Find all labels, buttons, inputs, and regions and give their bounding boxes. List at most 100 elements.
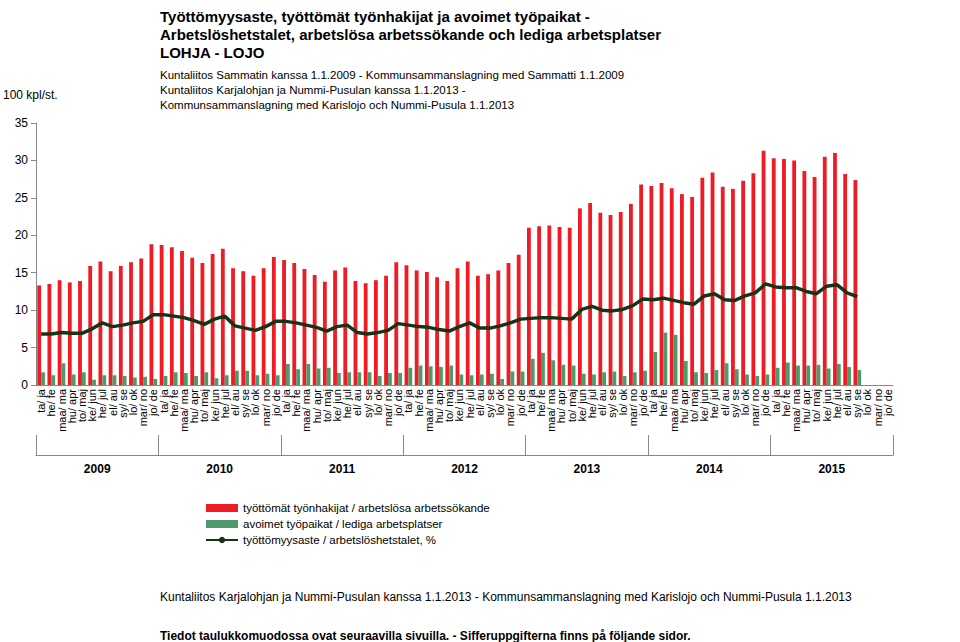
svg-text:sy/ se: sy/ se [116,389,129,418]
svg-text:to/ maj: to/ maj [810,389,823,422]
svg-text:Kuntaliitos Karjalohjan ja Num: Kuntaliitos Karjalohjan ja Nummi-Pusulan… [160,84,466,96]
svg-text:2012: 2012 [451,462,478,476]
svg-text:ta/ ja: ta/ ja [35,389,48,413]
svg-text:el/ au: el/ au [473,389,486,416]
svg-text:he/ fe: he/ fe [657,389,670,417]
svg-text:he/ jul: he/ jul [96,389,109,419]
svg-text:mar/ no: mar/ no [137,389,150,427]
svg-text:jo/ de: jo/ de [882,389,894,417]
svg-text:sy/ se: sy/ se [239,389,252,418]
svg-text:mar/ no: mar/ no [259,389,272,427]
svg-text:työttömät työnhakijat / arbets: työttömät työnhakijat / arbetslösa arbet… [243,502,490,514]
svg-text:jo/ de: jo/ de [392,389,405,416]
svg-text:ke/ jun: ke/ jun [575,389,588,422]
svg-text:lo/ ok: lo/ ok [739,389,752,416]
svg-text:2014: 2014 [696,462,723,476]
svg-text:lo/ ok: lo/ ok [616,389,629,416]
svg-text:he/ jul: he/ jul [463,389,476,419]
svg-text:ta/ ja: ta/ ja [157,389,170,413]
svg-text:el/ au: el/ au [596,389,609,416]
svg-text:ke/ jun: ke/ jun [86,389,99,422]
svg-text:maa/ ma: maa/ ma [422,389,435,432]
svg-text:to/ maj: to/ maj [565,389,578,422]
svg-text:avoimet työpaikat / lediga arb: avoimet työpaikat / lediga arbetsplatser [243,518,443,530]
svg-text:to/ maj: to/ maj [198,389,211,422]
svg-text:ke/ jun: ke/ jun [453,389,466,422]
svg-text:el/ au: el/ au [228,389,241,416]
svg-text:työttömyysaste / arbetslöshets: työttömyysaste / arbetslöshetstalet, % [243,534,436,546]
svg-text:30: 30 [15,153,29,167]
svg-text:20: 20 [15,228,29,242]
svg-text:ta/ ja: ta/ ja [769,389,782,413]
svg-text:maa/ ma: maa/ ma [177,389,190,432]
svg-text:35: 35 [15,116,29,130]
svg-text:jo/ de: jo/ de [269,389,282,416]
svg-text:2013: 2013 [574,462,601,476]
svg-text:2011: 2011 [329,462,355,476]
svg-text:ta/ ja: ta/ ja [524,389,537,413]
svg-text:2015: 2015 [818,462,845,476]
svg-text:he/ jul: he/ jul [830,389,843,419]
svg-text:jo/ de: jo/ de [147,389,160,416]
svg-text:lo/ ok: lo/ ok [249,389,262,416]
svg-text:hu/ apr: hu/ apr [677,389,690,424]
svg-text:2010: 2010 [206,462,233,476]
svg-text:5: 5 [21,341,28,355]
svg-text:Kommunsammanslagning med Karis: Kommunsammanslagning med Karislojo och N… [160,99,514,111]
svg-text:jo/ de: jo/ de [759,389,772,416]
svg-text:to/ maj: to/ maj [443,389,456,422]
svg-text:mar/ no: mar/ no [749,389,762,427]
svg-text:2009: 2009 [84,462,111,476]
svg-text:hu/ apr: hu/ apr [310,389,323,424]
svg-text:jo/ de: jo/ de [514,389,527,416]
svg-text:Kuntaliitos Karjalohjan ja Num: Kuntaliitos Karjalohjan ja Nummi-Pusulan… [160,590,852,604]
svg-text:maa/ ma: maa/ ma [667,389,680,432]
svg-text:sy/ se: sy/ se [728,389,741,418]
svg-text:lo/ ok: lo/ ok [494,389,507,416]
svg-text:10: 10 [15,303,29,317]
svg-text:mar/ no: mar/ no [504,389,517,427]
svg-text:to/ maj: to/ maj [688,389,701,422]
svg-text:maa/ ma: maa/ ma [545,389,558,432]
svg-text:he/ jul: he/ jul [218,389,231,419]
svg-text:lo/ ok: lo/ ok [126,389,139,416]
svg-text:he/ fe: he/ fe [167,389,180,417]
svg-text:el/ au: el/ au [351,389,364,416]
svg-text:el/ au: el/ au [106,389,119,416]
svg-text:mar/ no: mar/ no [626,389,639,427]
svg-text:he/ fe: he/ fe [45,389,58,417]
svg-text:he/ fe: he/ fe [412,389,425,417]
svg-text:to/ maj: to/ maj [75,389,88,422]
svg-text:he/ jul: he/ jul [341,389,354,419]
svg-text:hu/ apr: hu/ apr [65,389,78,424]
svg-text:he/ fe: he/ fe [779,389,792,417]
svg-text:Tiedot taulukkomuodossa ovat s: Tiedot taulukkomuodossa ovat seuraavilla… [160,629,691,642]
svg-text:ke/ jun: ke/ jun [698,389,711,422]
svg-text:ta/ ja: ta/ ja [647,389,660,413]
svg-text:LOHJA - LOJO: LOHJA - LOJO [160,44,265,61]
svg-text:15: 15 [15,266,29,280]
svg-text:el/ au: el/ au [841,389,854,416]
svg-text:100 kpl/st.: 100 kpl/st. [3,88,58,102]
svg-text:ta/ ja: ta/ ja [402,389,415,413]
svg-text:Kuntaliitos Sammatin kanssa 1.: Kuntaliitos Sammatin kanssa 1.1.2009 - K… [160,69,624,81]
svg-text:el/ au: el/ au [718,389,731,416]
svg-text:Työttömyysaste, työttömät työn: Työttömyysaste, työttömät työnhakijat ja… [160,8,590,25]
svg-text:hu/ apr: hu/ apr [555,389,568,424]
svg-text:he/ jul: he/ jul [708,389,721,419]
svg-text:maa/ ma: maa/ ma [790,389,803,432]
svg-text:maa/ ma: maa/ ma [300,389,313,432]
svg-text:sy/ se: sy/ se [361,389,374,418]
svg-text:25: 25 [15,191,29,205]
svg-text:hu/ apr: hu/ apr [800,389,813,424]
svg-text:sy/ se: sy/ se [606,389,619,418]
svg-text:ke/ jun: ke/ jun [208,389,221,422]
svg-text:hu/ apr: hu/ apr [188,389,201,424]
svg-text:0: 0 [21,378,28,392]
svg-text:he/ fe: he/ fe [290,389,303,417]
svg-text:Arbetslöshetstalet, arbetslösa: Arbetslöshetstalet, arbetslösa arbetssök… [160,26,661,43]
svg-text:to/ maj: to/ maj [320,389,333,422]
svg-text:ke/ jun: ke/ jun [820,389,833,422]
svg-text:maa/ ma: maa/ ma [55,389,68,432]
svg-text:lo/ ok: lo/ ok [371,389,384,416]
